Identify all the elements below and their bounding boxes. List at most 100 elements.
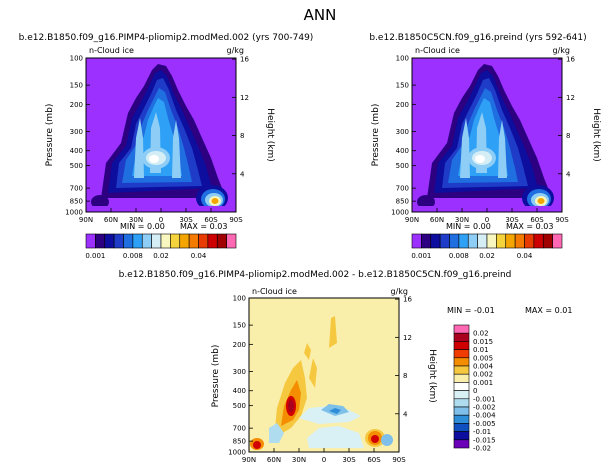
y-tick-label: 400 xyxy=(70,147,83,155)
colorbar-box xyxy=(453,390,470,400)
y-tick-label: 300 xyxy=(233,368,246,376)
colorbar-label: 0.001 xyxy=(473,379,493,387)
colorbar-label: -0.01 xyxy=(473,428,491,436)
y-tick-label: 200 xyxy=(233,341,246,349)
colorbar-box xyxy=(453,414,470,424)
colorbar-box xyxy=(453,349,470,359)
x-tick-label: 90S xyxy=(229,216,243,224)
y2-tick-label: 4 xyxy=(403,410,408,418)
colorbar-box xyxy=(542,233,553,249)
colorbar-label: 0.02 xyxy=(479,252,495,260)
figure-title: ANN xyxy=(304,6,337,24)
max-label: MAX = 0.01 xyxy=(525,306,572,315)
y-tick-label: 700 xyxy=(396,185,409,193)
x-tick-label: 60N xyxy=(104,216,118,224)
colorbar-label: 0.02 xyxy=(153,252,169,260)
x-tick-label: 30N xyxy=(292,456,306,464)
colorbar-label: 0.001 xyxy=(85,252,105,260)
x-tick-label: 0 xyxy=(485,216,489,224)
colorbar-box xyxy=(439,233,450,249)
y-tick-label: 150 xyxy=(233,322,246,330)
min-label: MIN = 0.00 xyxy=(120,222,165,231)
y-tick-label: 150 xyxy=(70,82,83,90)
colorbar-box xyxy=(505,233,516,249)
y2-tick-label: 8 xyxy=(240,132,244,140)
y-tick-label: 100 xyxy=(70,55,83,63)
y-tick-label: 500 xyxy=(396,162,409,170)
y2-tick-label: 12 xyxy=(566,94,575,102)
panel-left: b.e12.B1850.f09_g16.PIMP4-pliomip2.modMe… xyxy=(19,33,314,260)
y-tick-label: 200 xyxy=(70,101,83,109)
colorbar-box xyxy=(514,233,525,249)
colorbar-box xyxy=(486,233,497,249)
colorbar-box xyxy=(467,233,478,249)
max-label: MAX = 0.03 xyxy=(506,222,553,231)
y2-axis-label: Height (km) xyxy=(427,349,437,403)
colorbar-box xyxy=(104,233,115,249)
x-tick-label: 30S xyxy=(505,216,519,224)
colorbar: MIN = 0.00 MAX = 0.03 0.001 0.008 0.02 0.04 xyxy=(411,222,563,260)
x-tick-label: 90N xyxy=(79,216,93,224)
colorbar-box xyxy=(524,233,535,249)
variable-label: n-Cloud ice xyxy=(89,46,134,55)
x-tick-label: 90S xyxy=(555,216,569,224)
colorbar-box xyxy=(533,233,544,249)
colorbar-box xyxy=(141,233,152,249)
max-label: MAX = 0.03 xyxy=(180,222,227,231)
colorbar-label: 0.005 xyxy=(473,354,493,362)
colorbar-label: -0.015 xyxy=(473,436,496,444)
colorbar-box xyxy=(411,233,422,249)
tick-labels: 90N 60N 30N 0 30S 60S 90S 100 150 200 300 400 500 700… xyxy=(391,55,575,225)
colorbar-box xyxy=(453,398,470,408)
colorbar-box xyxy=(132,233,143,249)
colorbar-box xyxy=(453,423,470,432)
colorbar-box xyxy=(453,365,470,375)
y2-tick-label: 16 xyxy=(240,56,249,64)
colorbar-label: 0.002 xyxy=(473,371,493,379)
colorbar-label: 0.001 xyxy=(411,252,431,260)
colorbar-box xyxy=(458,233,469,249)
colorbar-label: -0.004 xyxy=(473,412,496,420)
colorbar-label: 0.008 xyxy=(123,252,143,260)
colorbar-box xyxy=(430,233,441,249)
colorbar-label: 0.02 xyxy=(473,330,489,338)
y2-tick-label: 12 xyxy=(403,334,412,342)
y2-tick-label: 8 xyxy=(403,372,407,380)
y2-axis-label: Height (km) xyxy=(265,108,275,162)
colorbar-box xyxy=(179,233,190,249)
x-tick-label: 60N xyxy=(430,216,444,224)
colorbar: 0.020.0150.010.0050.0040.0020.0010-0.001… xyxy=(453,324,496,453)
x-tick-label: 30N xyxy=(129,216,143,224)
colorbar-box xyxy=(453,332,470,342)
x-tick-label: 0 xyxy=(159,216,163,224)
variable-label: n-Cloud ice xyxy=(252,287,297,296)
colorbar-box xyxy=(496,233,507,249)
units-label: g/kg xyxy=(227,46,244,55)
y-tick-label: 100 xyxy=(396,55,409,63)
x-tick-label: 90S xyxy=(392,456,406,464)
colorbar-label: -0.001 xyxy=(473,395,496,403)
min-label: MIN = -0.01 xyxy=(447,306,495,315)
colorbar-box xyxy=(160,233,171,249)
colorbar-label: 0 xyxy=(473,387,477,395)
colorbar-box xyxy=(552,233,563,249)
colorbar-box xyxy=(453,373,470,383)
colorbar-box xyxy=(85,233,96,249)
colorbar-box xyxy=(198,233,209,249)
y2-tick-label: 8 xyxy=(566,132,570,140)
colorbar-label: 0.008 xyxy=(449,252,469,260)
contour-field xyxy=(249,298,399,452)
x-tick-label: 30S xyxy=(342,456,356,464)
y-axis-label: Pressure (mb) xyxy=(211,345,221,408)
y-tick-label: 300 xyxy=(70,128,83,136)
contour-field xyxy=(412,58,562,212)
x-tick-label: 60S xyxy=(367,456,381,464)
colorbar-label: 0.015 xyxy=(473,338,493,346)
y-tick-label: 850 xyxy=(70,198,83,206)
colorbar-box xyxy=(477,233,488,249)
colorbar-box xyxy=(453,382,470,391)
x-tick-label: 30S xyxy=(179,216,193,224)
min-label: MIN = 0.00 xyxy=(446,222,491,231)
x-tick-label: 90N xyxy=(242,456,256,464)
